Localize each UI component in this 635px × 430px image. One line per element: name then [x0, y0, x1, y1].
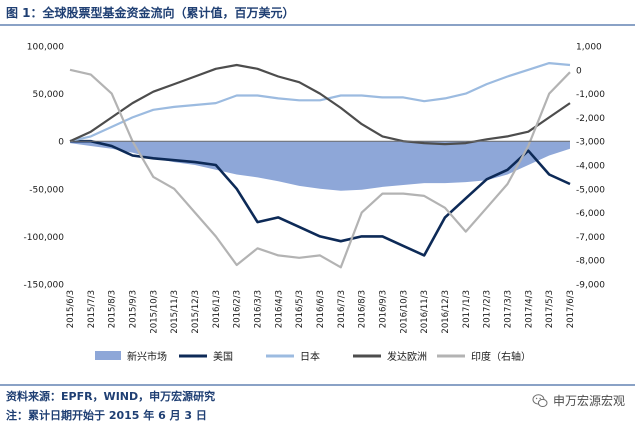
x-tick-label: 2015/6/3 [66, 290, 76, 328]
y-right-tick-label: -2,000 [576, 114, 605, 124]
x-tick-label: 2017/6/3 [566, 290, 576, 328]
watermark-text: 申万宏源宏观 [552, 394, 625, 408]
x-tick-label: 2016/9/3 [379, 290, 389, 328]
y-left-tick-label: 0 [58, 138, 64, 148]
source-text: 资料来源：EPFR，WIND，申万宏源研究 [6, 390, 216, 403]
series-area-emerging-markets [70, 141, 570, 191]
x-tick-label: 2017/5/3 [545, 290, 555, 328]
x-tick-label: 2017/3/3 [504, 290, 514, 328]
series-line-japan [69, 61, 571, 143]
x-tick-label: 2016/2/3 [233, 290, 243, 328]
watermark: 申万宏源宏观 [532, 392, 625, 409]
y-right-tick-label: -6,000 [576, 209, 605, 219]
x-tick-label: 2016/5/3 [295, 290, 305, 328]
series-line-developed-europe [69, 63, 571, 146]
y-right-tick-label: -8,000 [576, 257, 605, 267]
y-right-tick-label: -5,000 [576, 185, 605, 195]
x-tick-label: 2016/7/3 [337, 290, 347, 328]
title-rule [0, 24, 635, 26]
x-tick-label: 2016/10/3 [399, 290, 409, 334]
x-tick-label: 2015/7/3 [87, 290, 97, 328]
x-tick-label: 2017/4/3 [524, 290, 534, 328]
y-right-tick-label: -3,000 [576, 138, 605, 148]
y-left-tick-label: -150,000 [24, 281, 65, 291]
y-right-tick-label: -1,000 [576, 90, 605, 100]
footer-rule [0, 384, 635, 386]
x-tick-label: 2016/8/3 [358, 290, 368, 328]
legend-us-label: 美国 [213, 350, 233, 363]
legend-emerging-markets-label: 新兴市场 [127, 350, 167, 363]
x-tick-label: 2017/1/3 [462, 290, 472, 328]
y-left-tick-label: -100,000 [24, 233, 65, 243]
x-tick-label: 2016/11/3 [420, 290, 430, 334]
x-tick-label: 2016/12/3 [441, 290, 451, 334]
y-left-tick-label: 50,000 [33, 90, 65, 100]
x-tick-label: 2017/2/3 [483, 290, 493, 328]
legend-india-label: 印度（右轴） [471, 350, 531, 363]
x-tick-label: 2015/9/3 [129, 290, 139, 328]
y-left-tick-label: -50,000 [29, 185, 64, 195]
series-line-us [70, 139, 571, 257]
x-tick-label: 2015/11/3 [170, 290, 180, 334]
legend-developed-europe-label: 发达欧洲 [387, 350, 427, 363]
y-right-tick-label: -4,000 [576, 162, 605, 172]
legend-emerging-markets-swatch [95, 351, 121, 360]
x-tick-label: 2016/3/3 [254, 290, 264, 328]
series-line-india [69, 68, 571, 269]
chart-title: 图 1：全球股票型基金资金流向（累计值，百万美元） [6, 6, 295, 20]
wechat-icon [532, 393, 548, 407]
x-tick-label: 2015/8/3 [108, 290, 118, 328]
x-tick-label: 2016/4/3 [274, 290, 284, 328]
legend-japan-label: 日本 [300, 350, 320, 363]
y-right-tick-label: -7,000 [576, 233, 605, 243]
fund-flow-chart: 100,000 50,000 0 -50,000 -100,000 -150,000 1,0… [24, 43, 606, 364]
x-tick-label: 2016/6/3 [316, 290, 326, 328]
x-tick-label: 2016/1/3 [212, 290, 222, 328]
note-text: 注：累计日期开始于 2015 年 6 月 3 日 [6, 409, 207, 422]
y-left-tick-label: 100,000 [27, 43, 64, 53]
y-right-tick-label: -9,000 [576, 281, 605, 291]
x-tick-label: 2015/12/3 [191, 290, 201, 334]
y-right-tick-label: 1,000 [576, 43, 602, 53]
x-tick-label: 2015/10/3 [149, 290, 159, 334]
y-right-tick-label: 0 [576, 66, 582, 76]
